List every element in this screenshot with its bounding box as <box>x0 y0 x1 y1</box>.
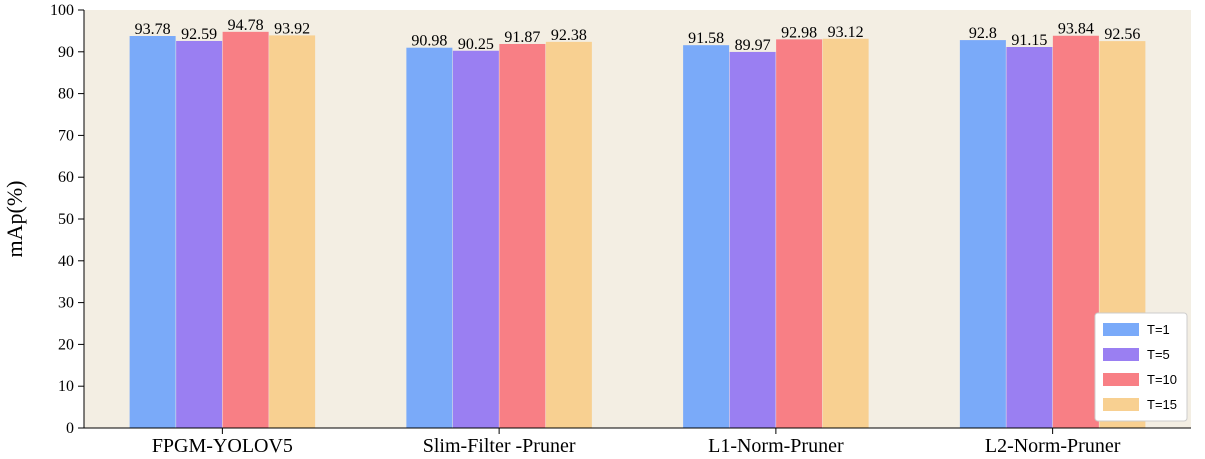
bar-value-label: 93.84 <box>1058 21 1094 38</box>
y-tick-label: 10 <box>58 378 74 395</box>
y-tick-label: 80 <box>58 86 74 103</box>
bar <box>1006 46 1053 428</box>
y-axis: 0 10 20 30 40 50 60 70 80 90 100 <box>50 2 85 437</box>
y-tick-label: 70 <box>58 127 74 144</box>
legend: T=1 T=5 T=10 T=15 <box>1094 312 1188 422</box>
bar-value-label: 89.97 <box>735 37 771 54</box>
bar <box>269 35 316 428</box>
legend-swatch <box>1103 398 1139 411</box>
y-tick-label: 50 <box>58 211 74 228</box>
x-axis: FPGM-YOLOV5 Slim-Filter -Pruner L1-Norm-Pr… <box>84 427 1191 457</box>
x-tick-label: Slim-Filter -Pruner <box>423 435 576 457</box>
legend-swatch <box>1103 323 1139 336</box>
bar-group: 90.98 90.25 91.87 92.38 <box>406 27 592 429</box>
y-tick-label: 90 <box>58 44 74 61</box>
legend-entry-label: T=1 <box>1147 322 1170 337</box>
bar <box>176 40 223 428</box>
x-tick-label: L2-Norm-Pruner <box>985 435 1121 457</box>
bar-value-label: 92.8 <box>969 25 997 42</box>
legend-entry-label: T=10 <box>1147 372 1177 387</box>
legend-swatch <box>1103 348 1139 361</box>
bar-group: 92.8 91.15 93.84 92.56 <box>959 21 1146 428</box>
y-tick-label: 40 <box>58 253 74 270</box>
legend-box <box>1094 312 1188 422</box>
y-tick-label: 30 <box>58 295 74 312</box>
bar <box>545 41 592 429</box>
bar <box>452 50 499 428</box>
bar <box>1052 35 1099 428</box>
bar-value-label: 94.78 <box>228 17 264 34</box>
x-tick-label: L1-Norm-Pruner <box>708 435 844 457</box>
legend-entry-label: T=5 <box>1147 347 1170 362</box>
y-tick-label: 60 <box>58 169 74 186</box>
x-tick-label: FPGM-YOLOV5 <box>152 435 293 457</box>
bar-value-label: 92.56 <box>1104 26 1140 43</box>
legend-entry-label: T=15 <box>1147 397 1177 412</box>
bar-value-label: 92.59 <box>181 26 217 43</box>
bar <box>729 51 776 428</box>
bar <box>222 31 269 428</box>
bar-value-label: 93.12 <box>828 24 864 41</box>
y-axis-label: mAp(%) <box>2 181 27 258</box>
bar <box>683 45 730 429</box>
bar <box>776 39 823 429</box>
bar <box>499 43 546 428</box>
bar <box>822 38 869 429</box>
bar-group: 91.58 89.97 92.98 93.12 <box>683 24 869 429</box>
legend-swatch <box>1103 373 1139 386</box>
bar-value-label: 93.92 <box>274 20 310 37</box>
bar-value-label: 92.38 <box>551 27 587 44</box>
bar-value-label: 90.25 <box>458 36 494 53</box>
bar-value-label: 91.58 <box>688 30 724 47</box>
y-tick-label: 100 <box>50 2 74 19</box>
bar-value-label: 90.98 <box>411 33 447 50</box>
bar <box>129 35 176 428</box>
bar-group: 93.78 92.59 94.78 93.92 <box>129 17 316 428</box>
y-tick-label: 0 <box>66 420 74 437</box>
bar <box>406 47 453 428</box>
y-tick-label: 20 <box>58 336 74 353</box>
bar-value-label: 91.87 <box>504 29 540 46</box>
bar-value-label: 93.78 <box>135 21 171 38</box>
bar <box>959 40 1006 428</box>
bar-value-label: 91.15 <box>1011 32 1047 49</box>
bar-value-label: 92.98 <box>781 24 817 41</box>
bar-groups: 93.78 92.59 94.78 93.92 90.98 90.25 91.87 92.38… <box>129 17 1146 429</box>
